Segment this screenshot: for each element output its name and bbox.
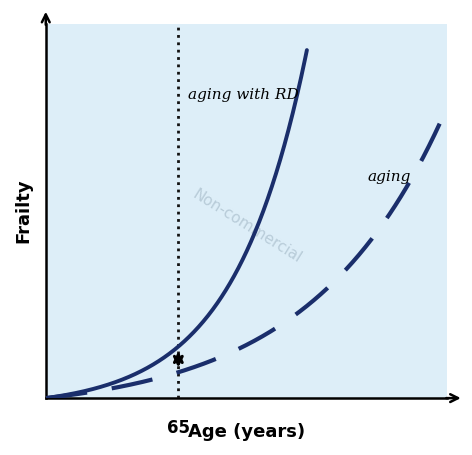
X-axis label: Age (years): Age (years) [188, 423, 305, 441]
Y-axis label: Frailty: Frailty [14, 179, 32, 243]
Text: aging: aging [367, 170, 411, 184]
Text: aging with RD: aging with RD [188, 88, 299, 102]
Text: 65: 65 [167, 419, 190, 437]
Text: Non-commercial: Non-commercial [189, 187, 304, 266]
